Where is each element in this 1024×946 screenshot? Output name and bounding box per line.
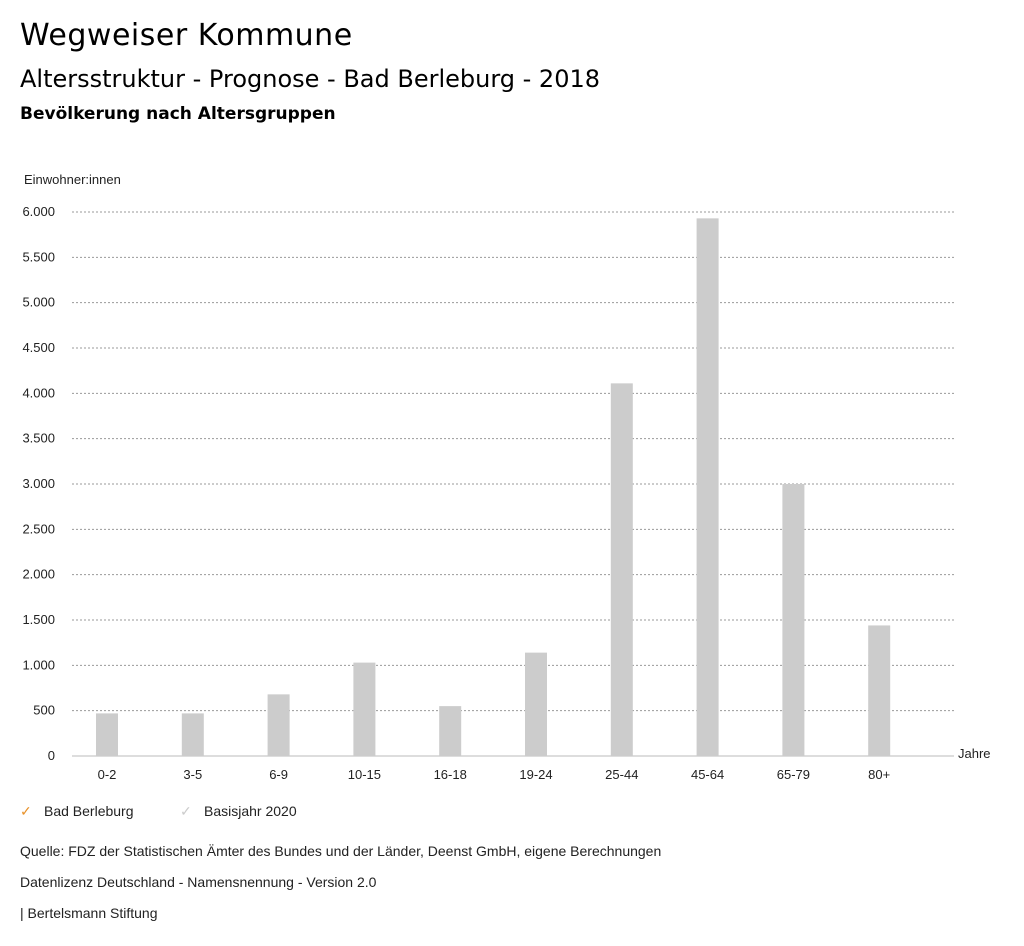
chart-subtitle: Altersstruktur - Prognose - Bad Berlebur… bbox=[20, 65, 601, 93]
y-tick-label: 6.000 bbox=[22, 204, 55, 219]
bar bbox=[782, 484, 805, 756]
bar bbox=[868, 625, 891, 756]
y-tick-label: 0 bbox=[48, 748, 55, 763]
y-tick-label: 5.000 bbox=[22, 295, 55, 310]
check-icon: ✓ bbox=[180, 803, 192, 819]
publisher-note: | Bertelsmann Stiftung bbox=[20, 905, 158, 921]
x-tick-label: 19-24 bbox=[519, 767, 552, 782]
x-tick-label: 0-2 bbox=[98, 767, 117, 782]
x-tick-label: 45-64 bbox=[691, 767, 724, 782]
y-tick-label: 1.000 bbox=[22, 657, 55, 672]
x-tick-label: 10-15 bbox=[348, 767, 381, 782]
x-tick-label: 3-5 bbox=[183, 767, 202, 782]
x-tick-label: 25-44 bbox=[605, 767, 638, 782]
x-tick-label: 80+ bbox=[868, 767, 890, 782]
y-tick-label: 4.000 bbox=[22, 385, 55, 400]
check-icon: ✓ bbox=[20, 803, 32, 819]
bar bbox=[439, 706, 462, 756]
bar bbox=[181, 713, 204, 756]
x-tick-label: 6-9 bbox=[269, 767, 288, 782]
bar bbox=[267, 694, 290, 756]
y-tick-label: 1.500 bbox=[22, 612, 55, 627]
y-axis-label: Einwohner:innen bbox=[24, 172, 121, 187]
legend-label: Basisjahr 2020 bbox=[204, 803, 297, 819]
source-note: Quelle: FDZ der Statistischen Ämter des … bbox=[20, 843, 662, 859]
legend-label: Bad Berleburg bbox=[44, 803, 134, 819]
legend-item-bad-berleburg[interactable]: ✓ Bad Berleburg bbox=[20, 803, 134, 820]
x-tick-label: 65-79 bbox=[777, 767, 810, 782]
y-tick-label: 2.500 bbox=[22, 521, 55, 536]
bar bbox=[353, 662, 376, 756]
y-tick-label: 3.500 bbox=[22, 431, 55, 446]
y-tick-label: 500 bbox=[33, 703, 55, 718]
chart-section-title: Bevölkerung nach Altersgruppen bbox=[20, 104, 336, 124]
bar bbox=[96, 713, 118, 756]
y-tick-label: 2.000 bbox=[22, 567, 55, 582]
x-tick-label: 16-18 bbox=[434, 767, 467, 782]
y-tick-label: 4.500 bbox=[22, 340, 55, 355]
y-tick-label: 3.000 bbox=[22, 476, 55, 491]
legend-item-basisjahr[interactable]: ✓ Basisjahr 2020 bbox=[180, 803, 297, 820]
bar bbox=[696, 218, 719, 756]
bar bbox=[525, 652, 547, 756]
bar bbox=[610, 383, 633, 756]
site-title: Wegweiser Kommune bbox=[20, 18, 353, 53]
license-note: Datenlizenz Deutschland - Namensnennung … bbox=[20, 874, 377, 890]
bar-chart: Einwohner:innen 0 500 1.000 1.500 2.000 2.500 3… bbox=[22, 172, 991, 782]
x-axis-label: Jahre bbox=[958, 746, 991, 761]
y-tick-label: 5.500 bbox=[22, 249, 55, 264]
